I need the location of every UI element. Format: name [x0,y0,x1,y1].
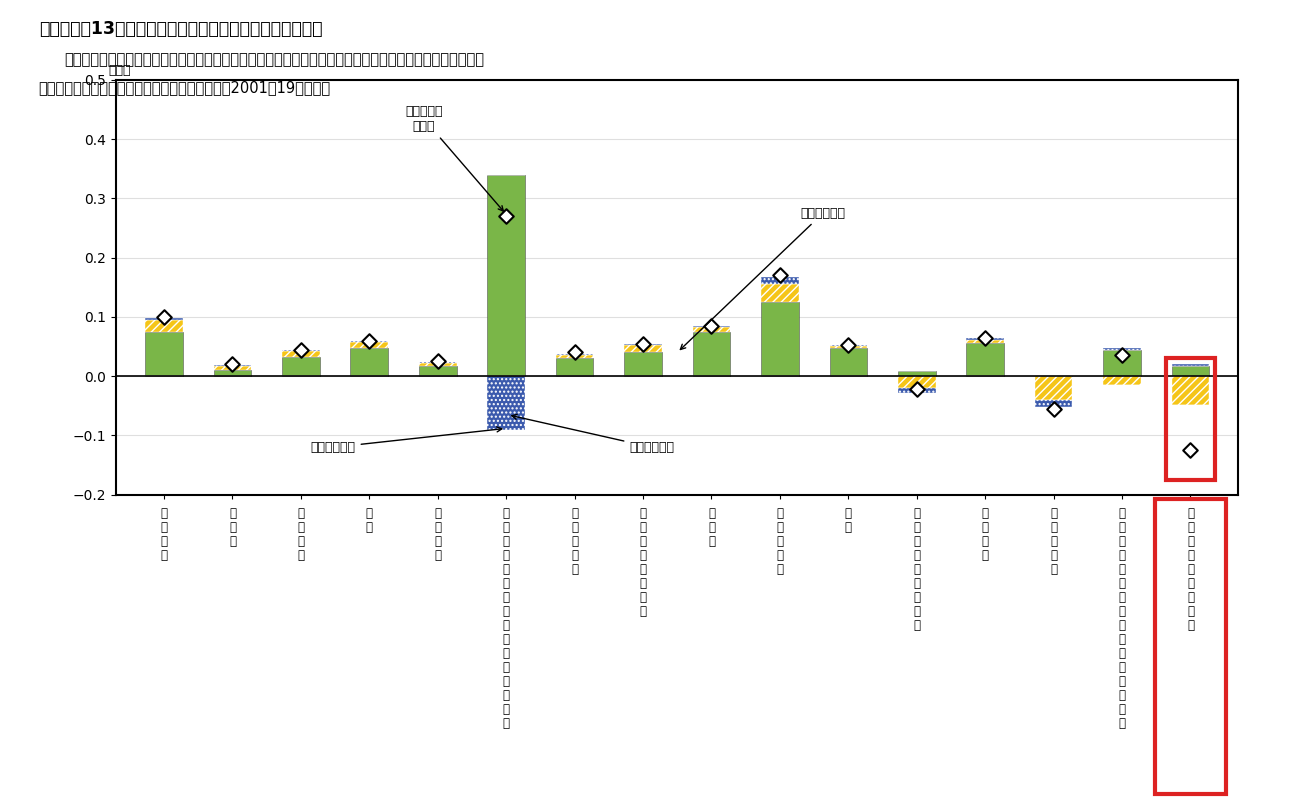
Text: コ
ン
ピ
ュ
ー
タ
・
電
子
機
器
、
電
気
機
械: コ ン ピ ュ ー タ ・ 電 子 機 器 、 電 気 機 械 [503,507,510,729]
Bar [1171,364,1209,365]
Point [564,346,584,359]
Bar [761,302,799,376]
Text: 純生産性要因: 純生産性要因 [680,207,845,350]
Text: デニソン効果: デニソン効果 [512,414,675,454]
Bar [966,340,1004,343]
Point [632,338,653,350]
Text: 金
融
・
保
険: 金 融 ・ 保 険 [1050,507,1057,575]
Text: 化
学: 化 学 [366,507,373,534]
Text: 情
報
通
信: 情 報 通 信 [982,507,988,562]
Bar [283,358,320,376]
Bar [146,318,183,320]
Text: 農
林
水
産: 農 林 水 産 [160,507,168,562]
Bar [214,370,252,376]
Bar [283,351,320,358]
Text: （１）労働生産性上昇率における各業種の寄与（2001－19年平均）: （１）労働生産性上昇率における各業種の寄与（2001－19年平均） [39,80,330,95]
Bar [1103,350,1140,376]
Point [770,269,791,282]
Text: デニソン効果の寄与は、高生産性業種では大きくなく、低生産性業種でプラス・マイナスいずれも大きい: デニソン効果の寄与は、高生産性業種では大きくなく、低生産性業種でプラス・マイナス… [64,52,485,67]
Bar [1171,376,1209,405]
Bar [693,327,730,332]
Bar [829,346,867,348]
Point [427,355,448,368]
Point [495,210,516,223]
Bar [488,175,525,376]
Point [1112,349,1133,361]
Text: 運
輸: 運 輸 [845,507,851,534]
Point [838,339,859,352]
Point [907,383,928,396]
Bar [1171,365,1209,376]
Bar [761,277,799,284]
Point [1044,402,1064,415]
Bar [1103,376,1140,385]
Text: 繊
維
製
品: 繊 維 製 品 [298,507,304,562]
Point [290,344,311,357]
Text: 卸
売
・
小
売: 卸 売 ・ 小 売 [777,507,783,575]
Bar [146,320,183,332]
Bar [351,342,388,348]
Bar [1035,376,1072,400]
Bar [829,348,867,376]
Text: 労働生産性
上昇率: 労働生産性 上昇率 [405,105,503,211]
Text: 専
門
・
科
学
技
術
、
業
務
支
援
サ
ー
ビ
ス: 専 門 ・ 科 学 技 術 、 業 務 支 援 サ ー ビ ス [1118,507,1126,729]
Bar [419,365,457,376]
Text: 輸
送
用
機
械: 輸 送 用 機 械 [571,507,578,575]
Text: 金
属
製
品: 金 属 製 品 [435,507,441,562]
Text: 宿
泊
・
飲
食
サ
ー
ビ
ス: 宿 泊 ・ 飲 食 サ ー ビ ス [913,507,920,632]
Point [975,331,996,344]
Text: 保
健
衛
生
・
社
会
事
業: 保 健 衛 生 ・ 社 会 事 業 [1187,507,1195,632]
Point [1180,444,1201,456]
Bar [1103,348,1140,350]
Bar [693,332,730,376]
Bar [1166,358,1215,480]
Bar [761,284,799,302]
Bar [624,353,662,376]
Bar [1035,400,1072,407]
Bar [283,350,320,351]
Text: そ
の
他
の
機
械
機
器: そ の 他 の 機 械 機 器 [640,507,646,618]
Point [359,334,379,347]
Bar [693,326,730,327]
Bar [556,358,593,376]
Text: 第２－２－13図　労働生産性上昇率の寄与分解（業種別）: 第２－２－13図 労働生産性上昇率の寄与分解（業種別） [39,20,322,38]
Bar [351,348,388,376]
Bar [624,346,662,353]
Point [154,310,174,323]
Bar [556,354,593,355]
Bar [214,365,252,370]
Bar [624,344,662,346]
Bar [146,332,183,376]
Bar [898,371,935,376]
Bar [966,338,1004,340]
Bar [556,355,593,358]
Point [222,358,243,371]
Text: 建
設
業: 建 設 業 [708,507,715,547]
Bar [898,376,935,388]
Bar [898,388,935,393]
Text: （％）: （％） [108,64,130,77]
Bar [419,362,457,365]
Text: 食
料
品: 食 料 品 [228,507,236,547]
Text: ボーモル効果: ボーモル効果 [311,427,502,454]
Point [702,319,722,332]
Bar [351,341,388,342]
Bar [488,376,525,429]
Bar [966,343,1004,376]
